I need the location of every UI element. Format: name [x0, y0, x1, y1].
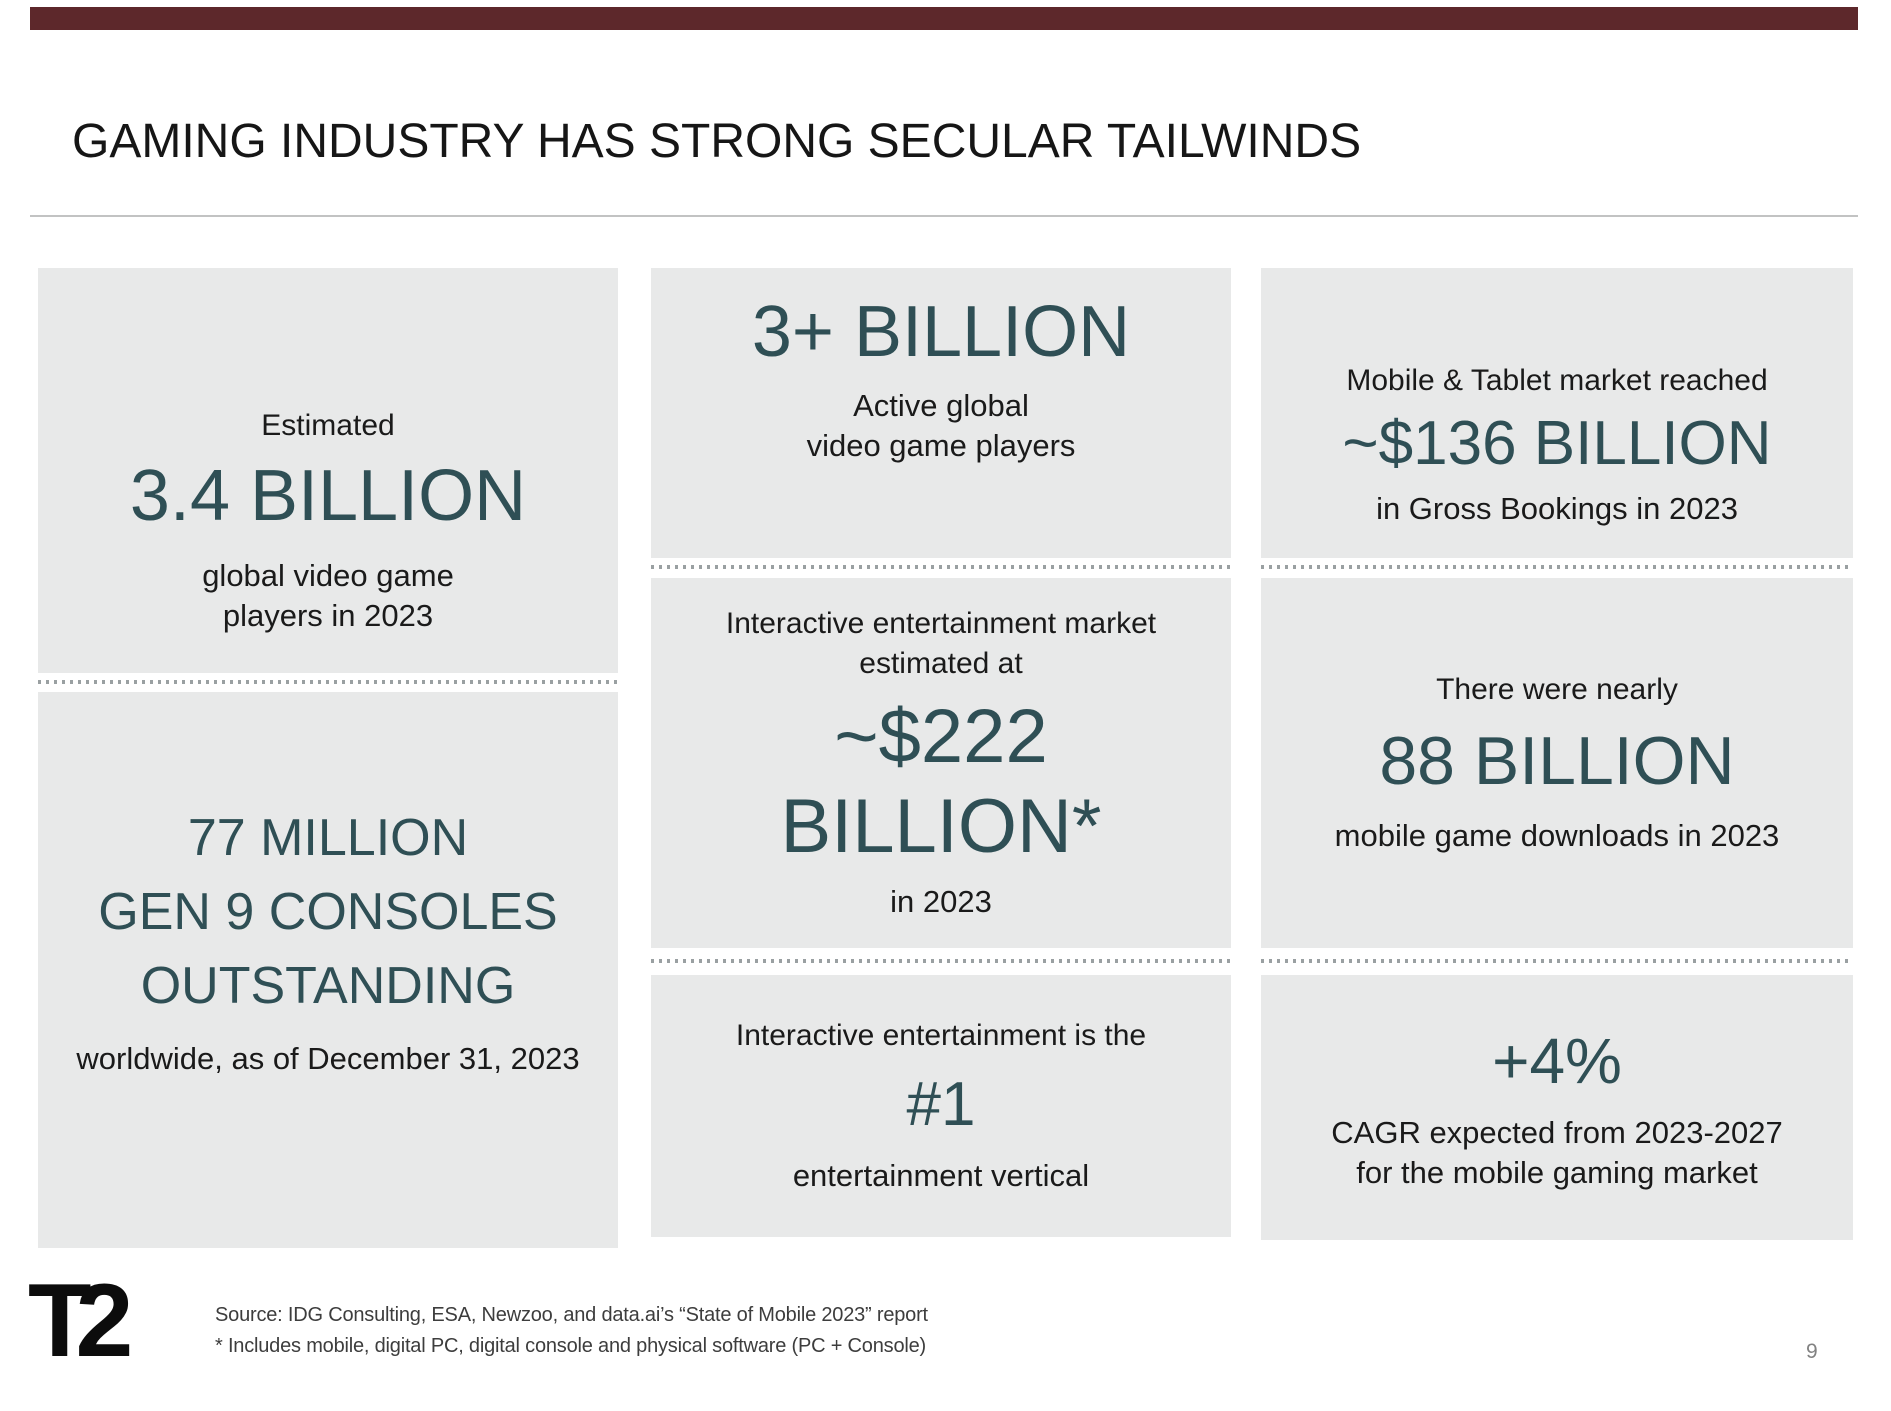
dotted-separator	[1261, 959, 1853, 963]
page-number: 9	[1806, 1340, 1818, 1363]
stat-value-line2: GEN 9 CONSOLES	[98, 883, 558, 941]
stat-value-line2: BILLION*	[780, 784, 1102, 869]
stat-value-line3: OUTSTANDING	[140, 957, 516, 1015]
stat-box-mobile-downloads: There were nearly 88 BILLION mobile game…	[1261, 578, 1853, 948]
stat-value: 3.4 BILLION	[129, 455, 527, 536]
stat-box-number-one-vertical: Interactive entertainment is the #1 ente…	[651, 975, 1231, 1237]
stat-box-gen9-consoles: 77 MILLION GEN 9 CONSOLES OUTSTANDING wo…	[38, 692, 618, 1248]
stat-caption: worldwide, as of December 31, 2023	[76, 1041, 580, 1076]
stat-kicker: Mobile & Tablet market reached	[1346, 364, 1768, 397]
stat-value: 3+ BILLION	[751, 292, 1131, 372]
stat-box-global-players: Estimated 3.4 BILLION global video game …	[38, 268, 618, 673]
dotted-separator	[1261, 565, 1853, 569]
stat-value-line1: 77 MILLION	[187, 809, 469, 867]
source-line2: * Includes mobile, digital PC, digital c…	[215, 1335, 926, 1357]
stat-value: +4%	[1492, 1024, 1622, 1097]
stat-caption-line2: for the mobile gaming market	[1356, 1154, 1758, 1190]
stat-value: 88 BILLION	[1379, 723, 1735, 799]
stat-box-active-players: 3+ BILLION Active global video game play…	[651, 268, 1231, 558]
stat-caption-line1: Active global	[853, 388, 1029, 423]
stat-caption: mobile game downloads in 2023	[1334, 818, 1780, 853]
source-note: Source: IDG Consulting, ESA, Newzoo, and…	[215, 1300, 928, 1362]
stat-value-line1: ~$222	[834, 694, 1048, 779]
stat-box-mobile-cagr: +4% CAGR expected from 2023-2027 for the…	[1261, 975, 1853, 1240]
stat-caption-line2: video game players	[806, 428, 1076, 463]
stat-caption: entertainment vertical	[792, 1158, 1090, 1193]
stat-caption: in Gross Bookings in 2023	[1376, 491, 1738, 526]
stat-kicker-line2: estimated at	[859, 647, 1023, 680]
stat-caption-line1: global video game	[202, 557, 454, 593]
stat-box-market-size: Interactive entertainment market estimat…	[651, 578, 1231, 948]
stat-caption-line1: CAGR expected from 2023-2027	[1331, 1114, 1783, 1150]
page-title: GAMING INDUSTRY HAS STRONG SECULAR TAILW…	[72, 115, 1362, 168]
top-accent-bar	[30, 7, 1858, 30]
dotted-separator	[651, 565, 1231, 569]
stat-kicker: Estimated	[261, 408, 395, 442]
dotted-separator	[651, 959, 1231, 963]
stat-caption: in 2023	[890, 884, 992, 919]
stat-caption-line2: players in 2023	[222, 597, 434, 633]
t2-logo: T2	[28, 1263, 133, 1379]
dotted-separator	[38, 680, 618, 684]
source-line1: Source: IDG Consulting, ESA, Newzoo, and…	[215, 1304, 928, 1326]
stat-kicker-line1: Interactive entertainment market	[725, 607, 1157, 640]
stat-kicker: There were nearly	[1436, 673, 1678, 706]
stat-box-mobile-bookings: Mobile & Tablet market reached ~$136 BIL…	[1261, 268, 1853, 558]
title-divider	[30, 215, 1858, 217]
stat-value: #1	[906, 1070, 976, 1139]
stat-value: ~$136 BILLION	[1342, 409, 1772, 478]
stat-kicker: Interactive entertainment is the	[735, 1019, 1147, 1052]
